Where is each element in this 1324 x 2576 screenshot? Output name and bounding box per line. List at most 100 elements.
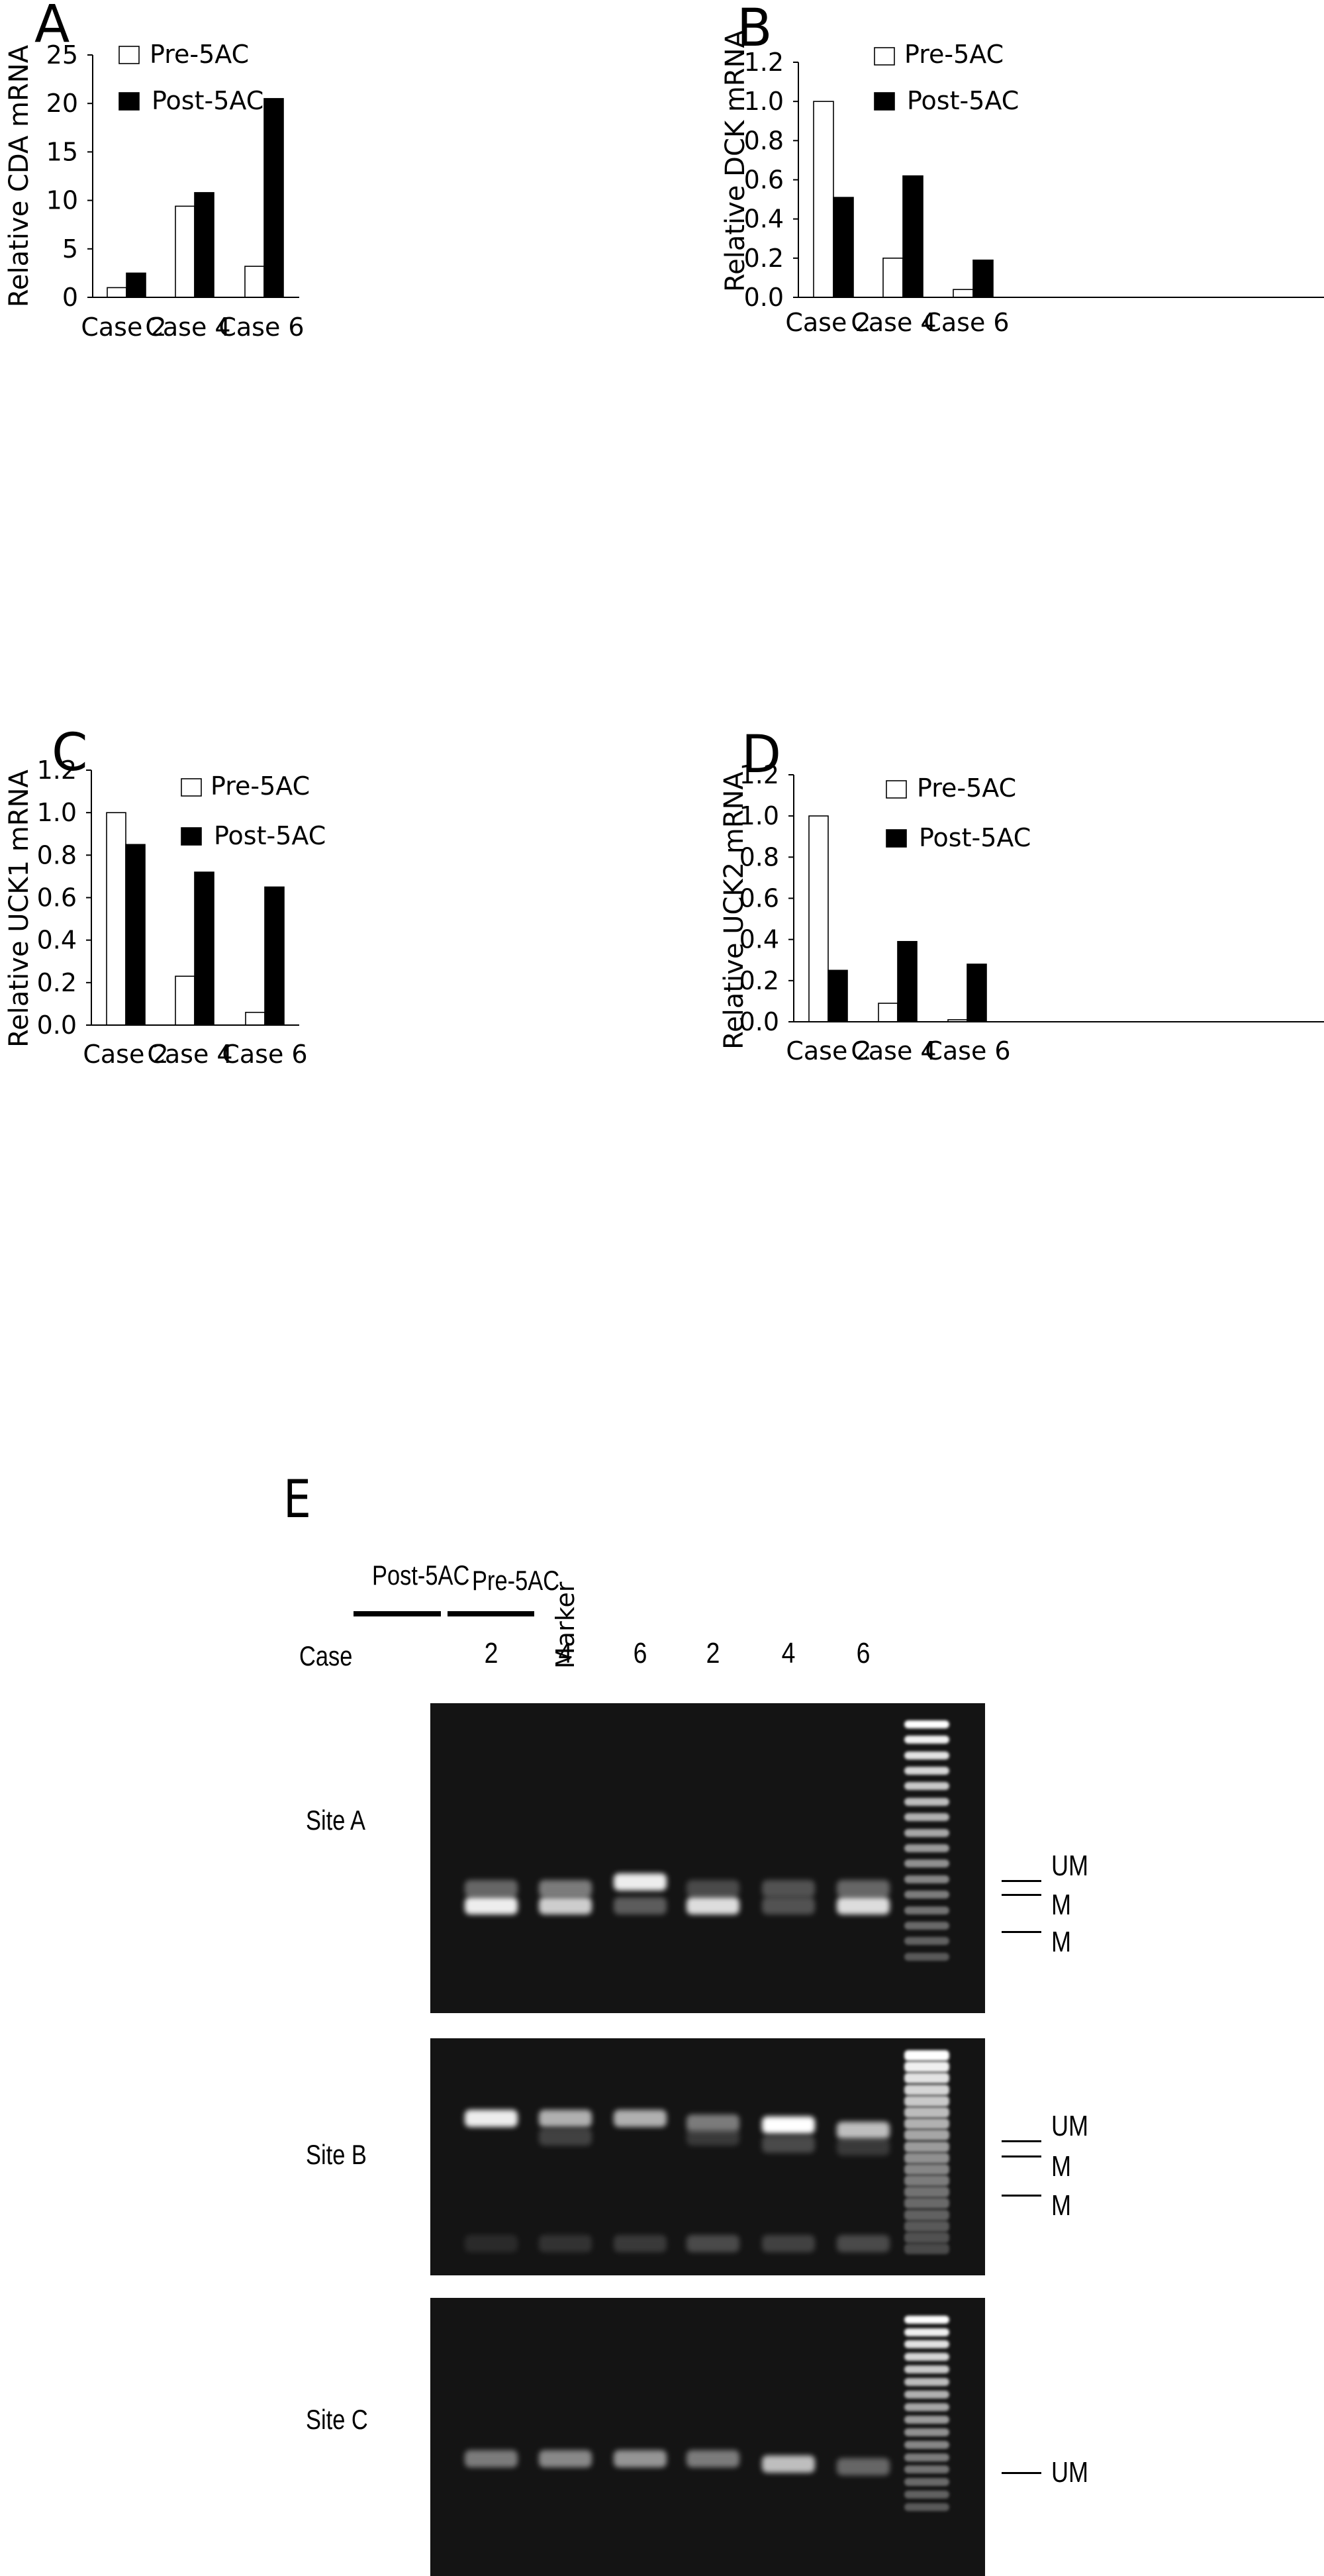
band-marker-line: [1002, 1930, 1041, 1933]
band-label-unmethylated: UM: [1051, 2455, 1089, 2489]
gel-band: [686, 1879, 739, 1897]
band-label-unmethylated: UM: [1051, 2109, 1089, 2142]
lane-number: 6: [633, 1637, 647, 1669]
ladder-band: [904, 2353, 949, 2361]
bar-post-case-4: [902, 175, 923, 298]
gel-band: [686, 2128, 739, 2146]
gel-band: [539, 2109, 592, 2127]
bar-pre-case-4: [878, 1003, 898, 1022]
y-tick-label: 0.4: [739, 925, 779, 954]
gel-band: [837, 1879, 890, 1897]
category-label: Case 2: [81, 313, 166, 342]
site-label: Site A: [306, 1805, 365, 1836]
category-label: Case 6: [222, 1040, 307, 1069]
ladder-band: [904, 2220, 949, 2232]
gel-band: [762, 2455, 815, 2473]
category-label: Case 2: [786, 1036, 871, 1065]
bar-post-case-2: [126, 272, 146, 298]
category-label: Case 6: [923, 308, 1009, 337]
ladder-band: [904, 2503, 949, 2512]
ladder-band: [904, 2378, 949, 2387]
bar-pre-case-4: [882, 258, 904, 298]
ladder-band: [904, 1859, 949, 1868]
gel-band: [762, 2116, 815, 2134]
bar-post-case-4: [194, 192, 214, 298]
gel-band: [465, 2109, 518, 2127]
y-axis-label: Relative CDA mRNA: [4, 44, 34, 307]
ladder-band: [904, 2478, 949, 2487]
panel-label-c: C: [52, 723, 88, 783]
y-tick-label: 0.0: [744, 283, 784, 312]
ladder-band: [904, 1906, 949, 1914]
ladder-band: [904, 1937, 949, 1946]
y-tick-label: 5: [62, 234, 78, 264]
legend-swatch-post: [118, 92, 140, 111]
legend-label-post: Post-5AC: [919, 823, 1031, 852]
y-tick-label: 0.0: [739, 1007, 779, 1036]
gel-band: [762, 2235, 815, 2253]
legend-swatch-post: [874, 92, 895, 111]
y-tick-label: 0.4: [37, 926, 77, 955]
y-tick-label: 0.2: [37, 968, 77, 997]
lane-number: 4: [558, 1637, 573, 1669]
bar-pre-case-4: [175, 205, 195, 298]
ladder-band: [904, 1751, 949, 1759]
gel-band: [614, 2109, 667, 2127]
ladder-band: [904, 1766, 949, 1775]
gel-band: [614, 1873, 667, 1891]
ladder-band: [904, 1782, 949, 1791]
ladder-band: [904, 2391, 949, 2399]
y-tick-label: 0.6: [739, 884, 779, 913]
ladder-band: [904, 2365, 949, 2374]
legend-label-pre: Pre-5AC: [917, 773, 1016, 803]
ladder-band: [904, 2095, 949, 2106]
ladder-band: [904, 1813, 949, 1822]
y-tick-label: 0.6: [37, 883, 77, 913]
gel-band: [762, 1879, 815, 1897]
ladder-band: [904, 2141, 949, 2152]
gel-band: [539, 1879, 592, 1897]
ladder-band: [904, 1844, 949, 1852]
band-marker-line: [1002, 2155, 1041, 2158]
bar-post-case-2: [833, 197, 854, 298]
gel-band: [837, 1897, 890, 1914]
ladder-band: [904, 2315, 949, 2324]
y-tick-label: 0.8: [37, 840, 77, 869]
gel-band: [465, 1879, 518, 1897]
gel-band: [837, 2458, 890, 2476]
ladder-band: [904, 2403, 949, 2411]
legend-label-pre: Pre-5AC: [904, 40, 1004, 69]
ladder-band: [904, 1828, 949, 1837]
ladder-band: [904, 2050, 949, 2061]
panel-label-a: A: [34, 0, 70, 54]
band-label-methylated: M: [1051, 2150, 1072, 2183]
ladder-band: [904, 1891, 949, 1899]
ladder-band: [904, 2187, 949, 2198]
y-tick-label: 10: [46, 186, 78, 215]
gel-band: [762, 1897, 815, 1914]
lane-number: 2: [706, 1637, 720, 1669]
gel-band: [686, 2114, 739, 2132]
ladder-band: [904, 2340, 949, 2349]
ladder-band: [904, 2465, 949, 2474]
marker-label: Marker: [551, 1581, 580, 1669]
bar-post-case-6: [972, 259, 994, 298]
y-tick-label: 15: [46, 137, 78, 166]
ladder-band: [904, 2244, 949, 2255]
category-label: Case 4: [851, 308, 936, 337]
bar-pre-case-6: [953, 289, 974, 298]
legend-swatch-post: [181, 827, 202, 846]
legend-label-pre: Pre-5AC: [211, 771, 310, 801]
ladder-band: [904, 2415, 949, 2424]
bar-pre-case-4: [175, 975, 195, 1026]
ladder-band: [904, 2453, 949, 2461]
ladder-band: [904, 2106, 949, 2118]
band-label-methylated: M: [1051, 1888, 1072, 1921]
ladder-band: [904, 1720, 949, 1728]
legend-swatch-pre: [874, 47, 895, 66]
bar-post-case-6: [967, 964, 987, 1022]
site-label: Site B: [306, 2139, 367, 2170]
